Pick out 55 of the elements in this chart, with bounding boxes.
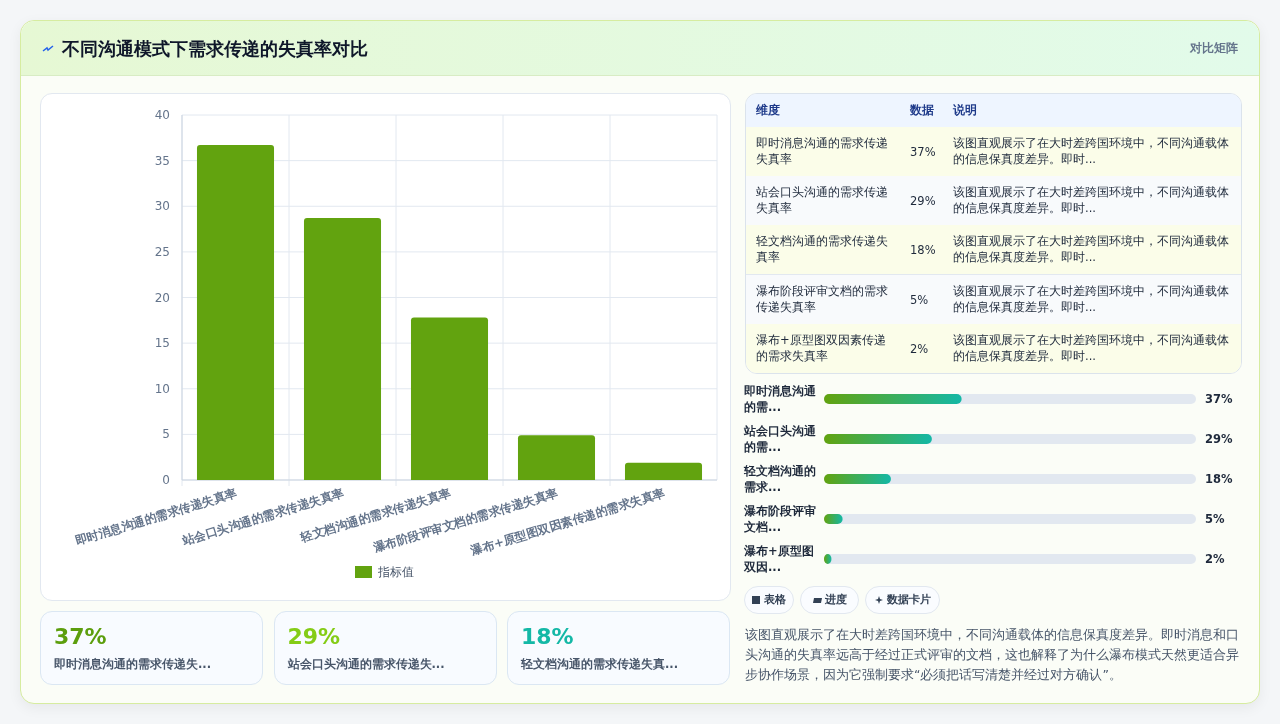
bar <box>410 317 489 480</box>
text: 进度 <box>824 593 847 606</box>
text: 对比矩阵 <box>1190 40 1238 57</box>
text: 数据 <box>910 103 934 118</box>
data-label: 37% <box>910 144 936 160</box>
category-label: 站会口头沟通的需求传递失... <box>287 657 445 672</box>
data-label: 18% <box>521 624 574 649</box>
bar <box>303 218 382 480</box>
text: 说明 <box>953 103 977 118</box>
category-label: 瀑布+原型图双因素传递的需求失真率 <box>756 331 887 364</box>
y-tick-label: 20 <box>154 290 170 305</box>
data-label: 29% <box>287 624 341 649</box>
category-label: 瀑布+原型图双因... <box>744 543 815 575</box>
text: 数据卡片 <box>886 593 931 606</box>
text: 表格 <box>764 593 786 606</box>
legend-label: 指标值 <box>377 565 414 579</box>
bar <box>624 462 703 480</box>
category-label: 瀑布阶段评审文档... <box>744 503 817 535</box>
text: 维度 <box>756 103 780 118</box>
category-label: 轻文档沟通的需求传递失真... <box>521 657 679 672</box>
text: 该图直观展示了在大时差跨国环境中，不同沟通载体的信息保真度差异。即时... <box>953 331 1230 364</box>
category-label: 即时消息沟通的需求传递失真率 <box>756 135 889 167</box>
y-tick-label: 40 <box>154 108 170 122</box>
text: 该图直观展示了在大时差跨国环境中，不同沟通载体的信息保真度差异。即时消息和口头沟通的失真率远高于经过正式评审的文档，这也解释了为什么瀑布模式天然更适合异步协作场景，因为它强制要求“必须把话写清楚并经过对方确认”。 <box>745 626 1239 684</box>
category-label: 瀑布阶段评审文档的需求传递失真率 <box>756 282 889 315</box>
category-label: 轻文档沟通的需求... <box>744 463 817 495</box>
text: 该图直观展示了在大时差跨国环境中，不同沟通载体的信息保真度差异。即时... <box>953 282 1230 315</box>
bar <box>196 145 275 480</box>
category-label: 即时消息沟通的需... <box>744 383 817 415</box>
bar <box>517 435 596 480</box>
y-tick-label: 5 <box>162 427 170 442</box>
text: 该图直观展示了在大时差跨国环境中，不同沟通载体的信息保真度差异。即时... <box>953 184 1230 217</box>
data-label: 29% <box>1205 432 1233 446</box>
data-label: 18% <box>910 242 936 259</box>
y-tick-label: 10 <box>154 381 170 396</box>
y-tick-label: 30 <box>154 199 170 214</box>
category-label: 轻文档沟通的需求传递失真率 <box>756 233 889 266</box>
data-label: 2% <box>1205 552 1225 566</box>
y-tick-label: 25 <box>154 244 170 259</box>
data-label: 5% <box>910 291 929 308</box>
data-label: 5% <box>1205 512 1225 526</box>
category-label: 即时消息沟通的需求传递失... <box>54 657 212 672</box>
chart-title: 不同沟通模式下需求传递的失真率对比 <box>62 37 368 61</box>
data-label: 37% <box>1205 392 1233 406</box>
y-tick-label: 0 <box>162 473 170 487</box>
text: 该图直观展示了在大时差跨国环境中，不同沟通载体的信息保真度差异。即时... <box>953 233 1230 266</box>
data-label: 18% <box>1205 472 1233 486</box>
category-label: 站会口头沟通的需求传递失真率 <box>756 184 889 217</box>
y-tick-label: 15 <box>154 336 170 351</box>
text: 该图直观展示了在大时差跨国环境中，不同沟通载体的信息保真度差异。即时... <box>953 135 1230 167</box>
data-label: 29% <box>910 193 936 210</box>
data-label: 2% <box>910 340 929 357</box>
y-tick-label: 35 <box>154 153 170 168</box>
category-label: 站会口头沟通的需... <box>744 423 817 455</box>
data-label: 37% <box>54 624 107 649</box>
